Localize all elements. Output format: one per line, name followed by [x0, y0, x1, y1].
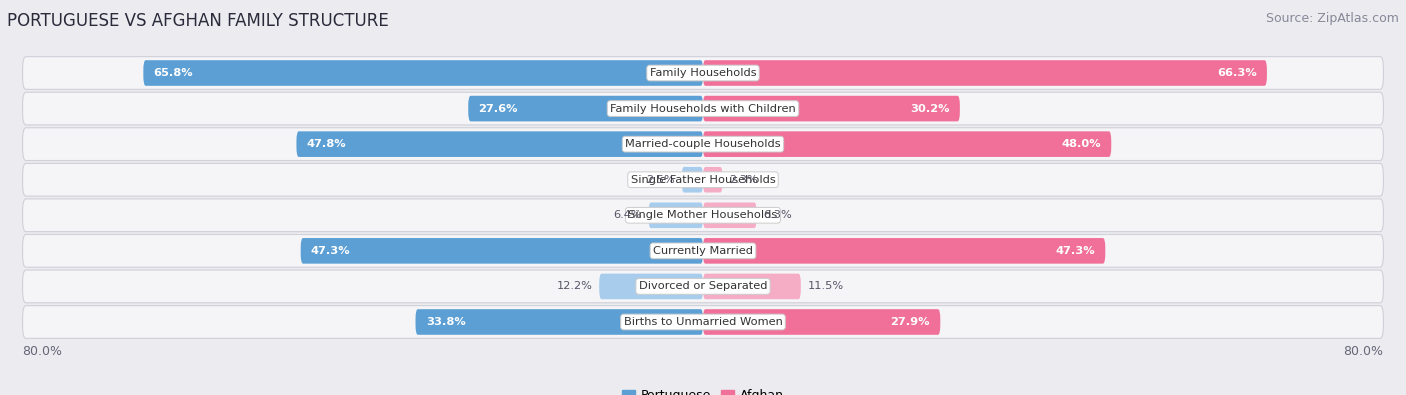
Text: Married-couple Households: Married-couple Households: [626, 139, 780, 149]
Text: 2.3%: 2.3%: [730, 175, 758, 185]
Text: Source: ZipAtlas.com: Source: ZipAtlas.com: [1265, 12, 1399, 25]
Text: 11.5%: 11.5%: [807, 281, 844, 292]
FancyBboxPatch shape: [703, 132, 1111, 157]
Legend: Portuguese, Afghan: Portuguese, Afghan: [617, 384, 789, 395]
FancyBboxPatch shape: [22, 92, 1384, 125]
Text: Single Father Households: Single Father Households: [631, 175, 775, 185]
Text: Family Households with Children: Family Households with Children: [610, 103, 796, 114]
FancyBboxPatch shape: [22, 199, 1384, 231]
FancyBboxPatch shape: [703, 238, 1105, 263]
FancyBboxPatch shape: [703, 167, 723, 192]
Text: 47.3%: 47.3%: [311, 246, 350, 256]
Text: 66.3%: 66.3%: [1218, 68, 1257, 78]
Text: 27.9%: 27.9%: [890, 317, 931, 327]
FancyBboxPatch shape: [682, 167, 703, 192]
Text: Currently Married: Currently Married: [652, 246, 754, 256]
Text: 12.2%: 12.2%: [557, 281, 592, 292]
Text: 47.3%: 47.3%: [1056, 246, 1095, 256]
FancyBboxPatch shape: [703, 60, 1267, 86]
Text: 30.2%: 30.2%: [910, 103, 949, 114]
Text: 48.0%: 48.0%: [1062, 139, 1101, 149]
Text: 80.0%: 80.0%: [22, 345, 62, 358]
FancyBboxPatch shape: [301, 238, 703, 263]
Text: 33.8%: 33.8%: [426, 317, 465, 327]
FancyBboxPatch shape: [22, 235, 1384, 267]
FancyBboxPatch shape: [22, 270, 1384, 303]
Text: 65.8%: 65.8%: [153, 68, 193, 78]
Text: 47.8%: 47.8%: [307, 139, 346, 149]
Text: 2.5%: 2.5%: [647, 175, 675, 185]
FancyBboxPatch shape: [22, 306, 1384, 339]
Text: PORTUGUESE VS AFGHAN FAMILY STRUCTURE: PORTUGUESE VS AFGHAN FAMILY STRUCTURE: [7, 12, 389, 30]
FancyBboxPatch shape: [648, 203, 703, 228]
FancyBboxPatch shape: [22, 128, 1384, 160]
FancyBboxPatch shape: [703, 274, 801, 299]
Text: Births to Unmarried Women: Births to Unmarried Women: [624, 317, 782, 327]
FancyBboxPatch shape: [416, 309, 703, 335]
FancyBboxPatch shape: [143, 60, 703, 86]
FancyBboxPatch shape: [599, 274, 703, 299]
Text: Family Households: Family Households: [650, 68, 756, 78]
Text: 6.4%: 6.4%: [613, 210, 641, 220]
FancyBboxPatch shape: [468, 96, 703, 121]
Text: Single Mother Households: Single Mother Households: [628, 210, 778, 220]
Text: 27.6%: 27.6%: [478, 103, 517, 114]
FancyBboxPatch shape: [703, 309, 941, 335]
FancyBboxPatch shape: [22, 164, 1384, 196]
FancyBboxPatch shape: [703, 203, 756, 228]
Text: Divorced or Separated: Divorced or Separated: [638, 281, 768, 292]
FancyBboxPatch shape: [22, 56, 1384, 89]
FancyBboxPatch shape: [297, 132, 703, 157]
Text: 6.3%: 6.3%: [763, 210, 792, 220]
FancyBboxPatch shape: [703, 96, 960, 121]
Text: 80.0%: 80.0%: [1344, 345, 1384, 358]
